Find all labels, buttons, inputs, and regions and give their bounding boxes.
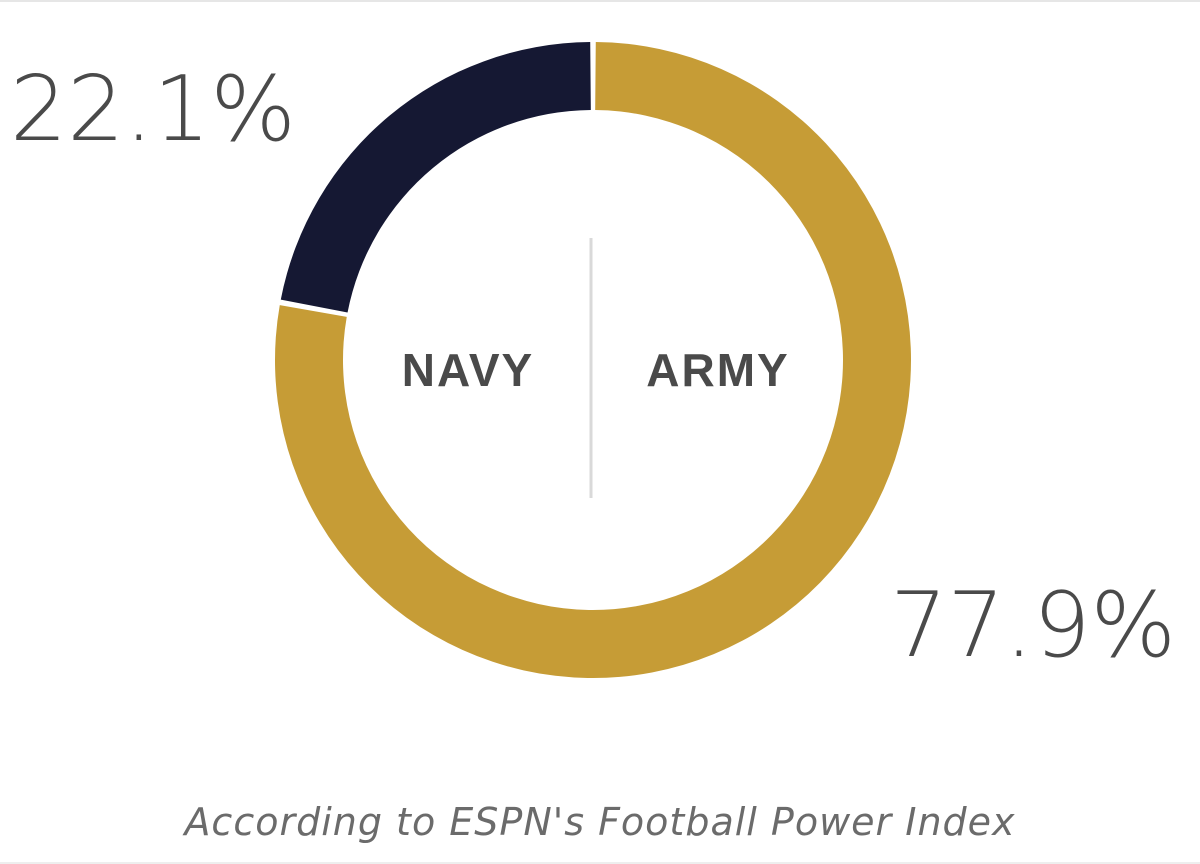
- top-rule: [0, 0, 1200, 2]
- army-percentage: 77.9%: [890, 573, 1176, 678]
- source-caption: According to ESPN's Football Power Index: [184, 800, 1016, 844]
- navy-percentage: 22.1%: [10, 57, 296, 162]
- slice-navy: [280, 42, 591, 313]
- bottom-rule: [0, 862, 1200, 864]
- army-label: ARMY: [646, 344, 789, 396]
- donut-slices: [274, 42, 911, 679]
- navy-label: NAVY: [402, 344, 534, 396]
